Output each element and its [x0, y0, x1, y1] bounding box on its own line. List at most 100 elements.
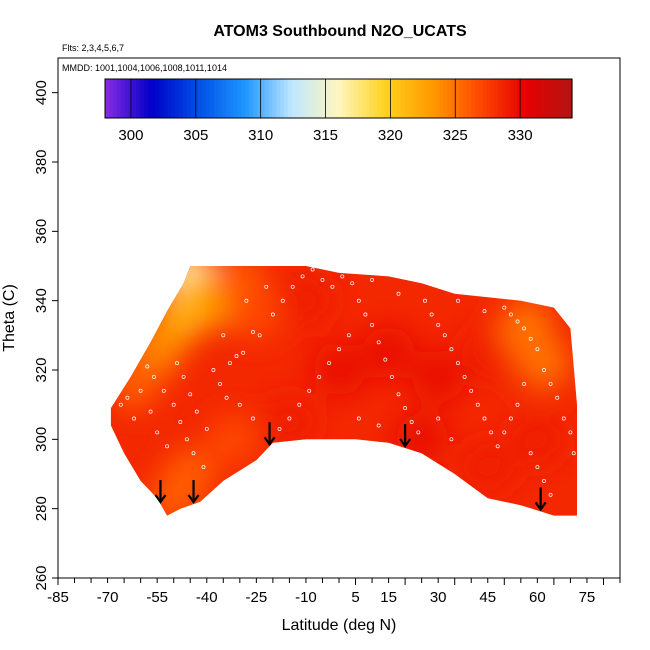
colorbar-swatch — [151, 79, 157, 118]
colorbar-swatch — [202, 79, 207, 118]
colorbar-swatch — [303, 79, 308, 118]
obs-point-21 — [234, 354, 239, 359]
field-region-12 — [313, 344, 365, 396]
colorbar-swatch — [498, 79, 503, 118]
colorbar-swatch — [513, 79, 519, 118]
obs-point-44 — [346, 333, 351, 338]
colorbar-swatch — [459, 79, 464, 118]
colorbar-swatch — [412, 79, 417, 118]
obs-point-78 — [508, 416, 513, 421]
y-axis: 260 280 300 320 340 360 380 400 — [33, 80, 58, 591]
obs-point-5 — [184, 437, 189, 442]
obs-point-8 — [138, 388, 143, 393]
arrow-3 — [399, 424, 412, 448]
colorbar-swatch — [237, 79, 242, 118]
colorbar-swatch — [404, 79, 410, 118]
obs-point-54 — [436, 322, 441, 327]
colorbar-swatch — [159, 79, 164, 118]
obs-point-36 — [370, 322, 375, 327]
x-tick-label: -40 — [196, 589, 218, 606]
obs-point-16 — [204, 426, 209, 431]
obs-point-22 — [241, 350, 246, 355]
field-region-18 — [517, 337, 570, 390]
obs-point-13 — [181, 374, 186, 379]
observation-points — [118, 267, 576, 497]
colorbar-swatch — [194, 79, 199, 118]
obs-point-50 — [287, 416, 292, 421]
obs-point-61 — [482, 416, 487, 421]
colorbar-swatch — [346, 79, 351, 118]
colorbar-swatch — [389, 79, 394, 118]
colorbar-tick-label: 315 — [313, 127, 338, 144]
obs-point-66 — [515, 319, 520, 324]
y-tick-label: 360 — [33, 219, 50, 244]
colorbar-swatch — [284, 79, 289, 118]
obs-point-52 — [423, 298, 427, 303]
obs-point-24 — [257, 333, 262, 338]
colorbar-swatch — [400, 79, 406, 118]
colorbar-swatch — [136, 79, 141, 118]
x-axis: -85 -70 -55 -40 -25 -10 5 15 30 45 60 75 — [47, 578, 621, 606]
colorbar-swatch — [206, 79, 211, 118]
obs-point-4 — [178, 420, 183, 424]
colorbar-swatch — [350, 79, 355, 118]
obs-point-85 — [125, 395, 130, 400]
obs-point-95 — [449, 437, 454, 442]
obs-point-38 — [383, 357, 388, 362]
colorbar-swatch — [268, 79, 273, 118]
arrow-1 — [187, 480, 200, 504]
obs-point-81 — [535, 465, 540, 470]
colorbar-swatch — [260, 79, 266, 118]
colorbar-swatch — [428, 79, 433, 118]
obs-point-92 — [456, 298, 460, 303]
obs-point-94 — [436, 416, 441, 421]
colorbar-swatch — [443, 79, 449, 118]
obs-point-19 — [224, 395, 229, 400]
colorbar-swatch — [439, 79, 445, 118]
colorbar-swatch — [124, 79, 129, 118]
obs-point-9 — [148, 409, 153, 414]
obs-point-7 — [201, 465, 206, 470]
field-region-11 — [279, 274, 332, 327]
y-tick-label: 380 — [33, 149, 50, 174]
flights-annotation: Flts: 2,3,4,5,6,7 — [62, 43, 124, 53]
obs-point-17 — [211, 368, 216, 372]
colorbar-swatch — [295, 79, 301, 118]
field-region-7 — [230, 288, 283, 341]
y-tick-label: 280 — [33, 496, 50, 521]
obs-point-59 — [469, 388, 474, 393]
colorbar-swatch — [392, 79, 398, 118]
colorbar-swatch — [256, 79, 262, 118]
obs-point-79 — [502, 430, 507, 435]
obs-point-3 — [171, 402, 176, 407]
colorbar-swatch — [373, 79, 379, 118]
colorbar-swatch — [116, 79, 122, 118]
y-tick-label: 340 — [33, 288, 50, 313]
colorbar-swatch — [420, 79, 425, 118]
x-tick-label: 15 — [380, 589, 397, 606]
obs-point-14 — [188, 392, 193, 397]
colorbar-swatch — [431, 79, 437, 118]
obs-point-64 — [502, 305, 507, 310]
colorbar-swatch — [147, 79, 153, 118]
colorbar-swatch — [175, 79, 180, 118]
colorbar-swatch — [167, 79, 172, 118]
y-tick-label: 320 — [33, 357, 50, 382]
colorbar-tick-label: 310 — [248, 127, 273, 144]
obs-point-91 — [396, 291, 401, 296]
colorbar-swatch — [280, 79, 285, 118]
obs-point-39 — [389, 374, 394, 379]
arrow-2 — [263, 422, 276, 447]
colorbar-swatch — [455, 79, 460, 118]
obs-point-57 — [456, 361, 460, 366]
x-axis-label: Latitude (deg N) — [282, 617, 397, 634]
colorbar-swatch — [287, 79, 293, 118]
colorbar-swatch — [330, 79, 336, 118]
arrow-0 — [154, 480, 167, 504]
colorbar-swatch — [529, 79, 534, 118]
obs-point-10 — [155, 430, 160, 435]
field-region-13 — [362, 326, 415, 379]
colorbar-swatch — [381, 79, 386, 118]
colorbar-swatch — [307, 79, 312, 118]
